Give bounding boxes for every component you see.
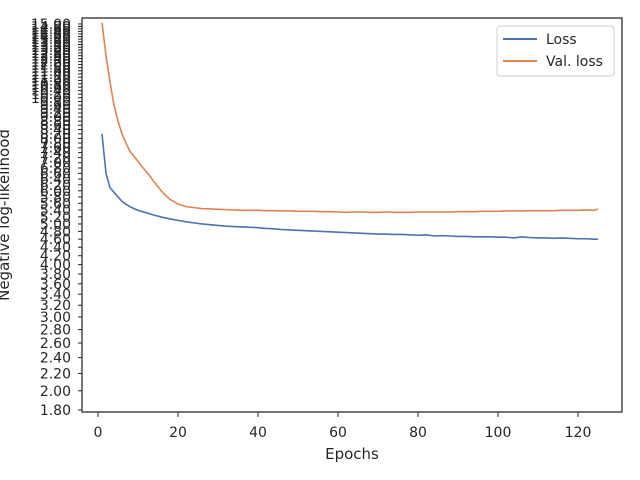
y-tick-label-1-80: 1.80 bbox=[40, 403, 71, 419]
y-tick-label-11-00: 11.00 bbox=[31, 73, 71, 89]
x-tick-label-80: 80 bbox=[409, 425, 427, 441]
y-tick-label-13-40: 13.40 bbox=[31, 38, 71, 54]
y-tick-label-5-60: 5.60 bbox=[40, 196, 71, 212]
y-tick-label-3-40: 3.40 bbox=[40, 287, 71, 303]
y-tick-label-2-00: 2.00 bbox=[40, 384, 71, 400]
y-tick-label-6-40: 6.40 bbox=[40, 172, 71, 188]
y-tick-label-6-00: 6.00 bbox=[40, 184, 71, 200]
x-tick-label-0: 0 bbox=[94, 425, 103, 441]
y-tick-label-11-40: 11.40 bbox=[31, 67, 71, 83]
y-tick-label-3-60: 3.60 bbox=[40, 277, 71, 293]
y-tick-label-13-20: 13.20 bbox=[31, 40, 71, 56]
y-tick-label-11-20: 11.20 bbox=[31, 70, 71, 86]
x-axis-ticks: 0 20 40 60 80 100 120 bbox=[94, 412, 592, 441]
y-tick-label-13-80: 13.80 bbox=[31, 32, 71, 48]
legend: Loss Val. loss bbox=[496, 25, 615, 77]
y-tick-label-7-80: 7.80 bbox=[40, 136, 71, 152]
y-tick-label-7-60: 7.60 bbox=[40, 141, 71, 157]
y-tick-label-6-60: 6.60 bbox=[40, 166, 71, 182]
y-tick-label-8-80: 8.80 bbox=[40, 114, 71, 130]
y-tick-label-2-60: 2.60 bbox=[40, 336, 71, 352]
y-tick-label-10-00: 10.00 bbox=[31, 91, 71, 107]
y-tick-label-8-40: 8.40 bbox=[40, 123, 71, 139]
y-tick-label-12-80: 12.80 bbox=[31, 46, 71, 62]
y-tick-label-14-20: 14.20 bbox=[31, 27, 71, 43]
y-tick-label-8-00: 8.00 bbox=[40, 131, 71, 147]
y-tick-label-12-00: 12.00 bbox=[31, 58, 71, 74]
y-tick-label-9-20: 9.20 bbox=[40, 106, 71, 122]
y-tick-label-4-00: 4.00 bbox=[40, 258, 71, 274]
y-tick-label-4-60: 4.60 bbox=[40, 232, 71, 248]
y-tick-label-10-60: 10.60 bbox=[31, 80, 71, 96]
y-tick-label-7-20: 7.20 bbox=[40, 151, 71, 167]
y-tick-label-5-20: 5.20 bbox=[40, 210, 71, 226]
y-tick-label-14-40: 14.40 bbox=[31, 24, 71, 40]
y-tick-label-3-20: 3.20 bbox=[40, 298, 71, 314]
y-tick-label-11-80: 11.80 bbox=[31, 61, 71, 77]
y-tick-label-10-20: 10.20 bbox=[31, 87, 71, 103]
y-tick-label-9-40: 9.40 bbox=[40, 102, 71, 118]
y-axis-ticks: 1.80 2.00 2.202.402.602.803.003.203.403.60… bbox=[31, 17, 82, 419]
y-tick-label-4-80: 4.80 bbox=[40, 224, 71, 240]
series-line-loss bbox=[101, 133, 598, 240]
y-tick-label-14-80: 14.80 bbox=[31, 19, 71, 35]
y-tick-label-2-40: 2.40 bbox=[40, 351, 71, 367]
y-tick-label-9-60: 9.60 bbox=[40, 98, 71, 114]
x-tick-label-40: 40 bbox=[249, 425, 267, 441]
y-tick-label-13-00: 13.00 bbox=[31, 43, 71, 59]
plot-frame bbox=[81, 17, 623, 413]
series-line-val-loss bbox=[101, 22, 599, 214]
y-tick-label-7-00: 7.00 bbox=[40, 156, 71, 172]
x-tick-label-100: 100 bbox=[485, 425, 512, 441]
y-tick-label-12-60: 12.60 bbox=[31, 49, 71, 65]
x-tick-label-60: 60 bbox=[329, 425, 347, 441]
y-tick-label-10-80: 10.80 bbox=[31, 77, 71, 93]
y-tick-label-14-60: 14.60 bbox=[31, 22, 71, 38]
y-tick-label-3-80: 3.80 bbox=[40, 267, 71, 283]
series-layer bbox=[101, 22, 599, 240]
y-axis-title: Negative log-likelihood bbox=[0, 129, 13, 301]
y-tick-label-5-80: 5.80 bbox=[40, 190, 71, 206]
y-tick-label-7-40: 7.40 bbox=[40, 146, 71, 162]
y-tick-label-8-60: 8.60 bbox=[40, 118, 71, 134]
y-tick-label-8-20: 8.20 bbox=[40, 127, 71, 143]
y-tick-label-12-20: 12.20 bbox=[31, 55, 71, 71]
y-tick-label-9-80: 9.80 bbox=[40, 94, 71, 110]
y-tick-label-11-60: 11.60 bbox=[31, 64, 71, 80]
y-tick-label-5-00: 5.00 bbox=[40, 217, 71, 233]
y-tick-label-2-20: 2.20 bbox=[40, 366, 71, 382]
y-tick-label-3-00: 3.00 bbox=[40, 310, 71, 326]
y-tick-label-9-00: 9.00 bbox=[40, 110, 71, 126]
y-tick-label-14-00: 14.00 bbox=[31, 30, 71, 46]
y-tick-label-2-80: 2.80 bbox=[40, 323, 71, 339]
y-tick-label-10-40: 10.40 bbox=[31, 84, 71, 100]
y-tick-label-12-40: 12.40 bbox=[31, 52, 71, 68]
legend-label-loss: Loss bbox=[546, 32, 577, 48]
y-tick-label-13-60: 13.60 bbox=[31, 35, 71, 51]
x-axis-title: Epochs bbox=[325, 445, 379, 463]
x-tick-label-20: 20 bbox=[169, 425, 187, 441]
y-tick-label-15-00: 15.00 bbox=[31, 17, 71, 33]
y-tick-label-6-80: 6.80 bbox=[40, 161, 71, 177]
y-tick-label-5-40: 5.40 bbox=[40, 203, 71, 219]
x-tick-label-120: 120 bbox=[565, 425, 592, 441]
legend-label-val-loss: Val. loss bbox=[546, 54, 603, 70]
y-tick-label-4-40: 4.40 bbox=[40, 240, 71, 256]
y-tick-label-6-20: 6.20 bbox=[40, 178, 71, 194]
y-tick-label-4-20: 4.20 bbox=[40, 249, 71, 265]
